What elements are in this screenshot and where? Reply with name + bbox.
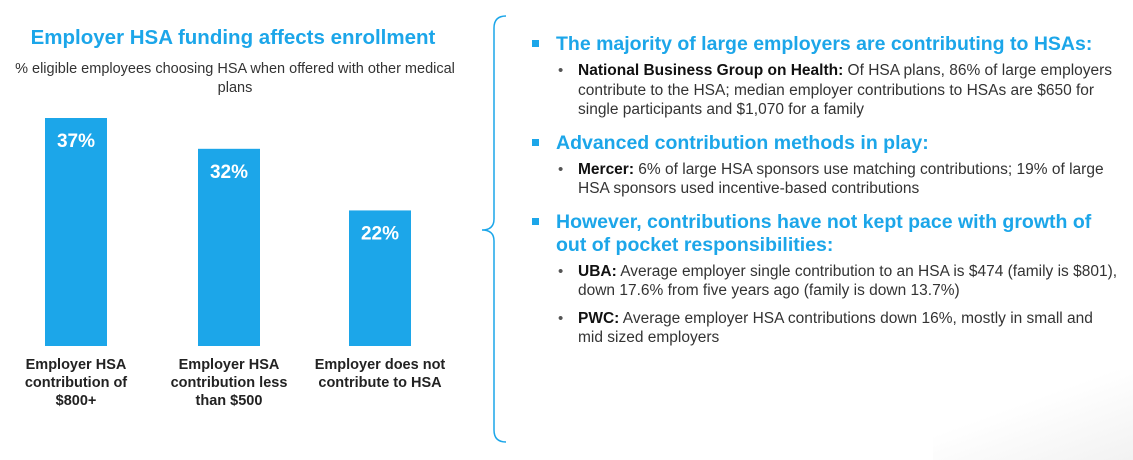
section-heading-text: The majority of large employers are cont… bbox=[556, 33, 1093, 55]
source-name: PWC: bbox=[578, 309, 620, 327]
source-name: National Business Group on Health: bbox=[578, 62, 844, 79]
decorative-corner bbox=[933, 370, 1133, 460]
section-heading: The majority of large employers are cont… bbox=[530, 33, 1120, 56]
bullet-text: 6% of large HSA sponsors use matching co… bbox=[578, 160, 1104, 198]
data-label: 22% bbox=[361, 223, 399, 244]
source-name: UBA: bbox=[578, 262, 617, 280]
bar bbox=[45, 118, 107, 346]
x-tick-label: Employer HSA contribution less than $500 bbox=[170, 357, 288, 409]
square-bullet-icon bbox=[532, 40, 539, 47]
square-bullet-icon bbox=[532, 217, 539, 225]
chart-subtitle: % eligible employees choosing HSA when o… bbox=[15, 61, 455, 96]
section-heading-text: However, contributions have not kept pac… bbox=[556, 210, 1092, 256]
bullet-section: However, contributions have not kept pac… bbox=[530, 211, 1120, 348]
bullet-list: The majority of large employers are cont… bbox=[530, 33, 1120, 354]
dot-bullet-icon: • bbox=[558, 262, 564, 280]
dot-bullet-icon: • bbox=[558, 309, 564, 327]
section-heading: However, contributions have not kept pac… bbox=[530, 211, 1120, 257]
bullet-text: Average employer HSA contributions down … bbox=[578, 309, 1093, 347]
chart-title: Employer HSA funding affects enrollment bbox=[30, 26, 436, 49]
x-tick-label: Employer does not contribute to HSA bbox=[314, 357, 446, 391]
data-label: 37% bbox=[57, 131, 95, 152]
curly-brace bbox=[481, 15, 507, 443]
dot-bullet-icon: • bbox=[558, 160, 564, 178]
sub-bullet: • Mercer: 6% of large HSA sponsors use m… bbox=[530, 160, 1120, 199]
section-heading-text: Advanced contribution methods in play: bbox=[556, 131, 929, 154]
bar bbox=[349, 210, 411, 346]
x-tick-label: Employer HSA contribution of $800+ bbox=[24, 357, 128, 409]
square-bullet-icon bbox=[532, 138, 539, 146]
section-heading: Advanced contribution methods in play: bbox=[530, 132, 1120, 155]
bullet-text: Of HSA plans, 86% of large employers con… bbox=[578, 62, 1113, 118]
bullet-text: Average employer single contribution to … bbox=[578, 262, 1118, 300]
bar-chart: 37% 32% 22% bbox=[45, 118, 411, 346]
bar bbox=[198, 148, 260, 346]
sub-bullet: • UBA: Average employer single contribut… bbox=[530, 262, 1120, 301]
data-label: 32% bbox=[210, 162, 248, 183]
sub-bullet: • National Business Group on Health: Of … bbox=[530, 61, 1120, 120]
sub-bullet: • PWC: Average employer HSA contribution… bbox=[530, 309, 1120, 348]
bullet-section: Advanced contribution methods in play: •… bbox=[530, 132, 1120, 199]
source-name: Mercer: bbox=[578, 160, 634, 178]
bullet-section: The majority of large employers are cont… bbox=[530, 33, 1120, 120]
dot-bullet-icon: • bbox=[558, 62, 564, 79]
